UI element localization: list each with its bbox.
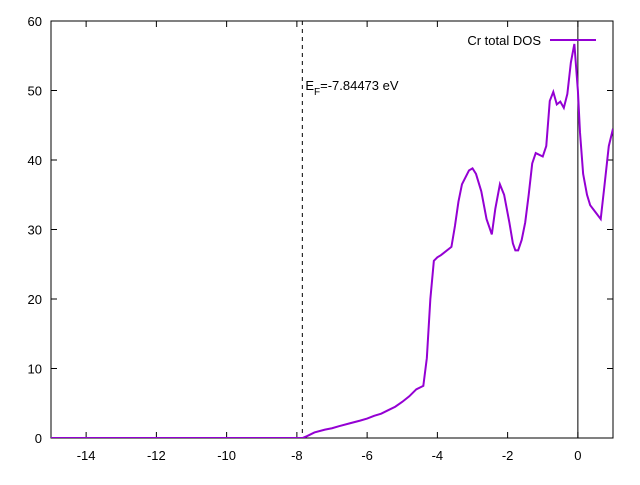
x-tick-label: 0 xyxy=(574,448,581,463)
annotation-subscript: F xyxy=(314,87,320,98)
x-tick-label: -6 xyxy=(361,448,373,463)
annotation-rest: =-7.84473 eV xyxy=(320,78,399,93)
fermi-annotation: EF=-7.84473 eV xyxy=(305,78,399,98)
y-tick-label: 40 xyxy=(28,153,42,168)
x-tick-label: -2 xyxy=(502,448,514,463)
data-line xyxy=(51,43,613,438)
x-tick-label: -14 xyxy=(77,448,96,463)
y-tick-label: 20 xyxy=(28,292,42,307)
x-tick-label: -10 xyxy=(217,448,236,463)
y-tick-label: 50 xyxy=(28,84,42,99)
x-tick-label: -8 xyxy=(291,448,303,463)
y-tick-label: 0 xyxy=(35,431,42,446)
x-tick-label: -12 xyxy=(147,448,166,463)
y-tick-label: 30 xyxy=(28,223,42,238)
y-tick-label: 60 xyxy=(28,14,42,29)
annotation-main: E xyxy=(305,78,314,93)
plot-frame xyxy=(50,20,614,439)
y-tick-label: 10 xyxy=(28,362,42,377)
legend-label: Cr total DOS xyxy=(467,33,541,48)
x-tick-label: -4 xyxy=(432,448,444,463)
